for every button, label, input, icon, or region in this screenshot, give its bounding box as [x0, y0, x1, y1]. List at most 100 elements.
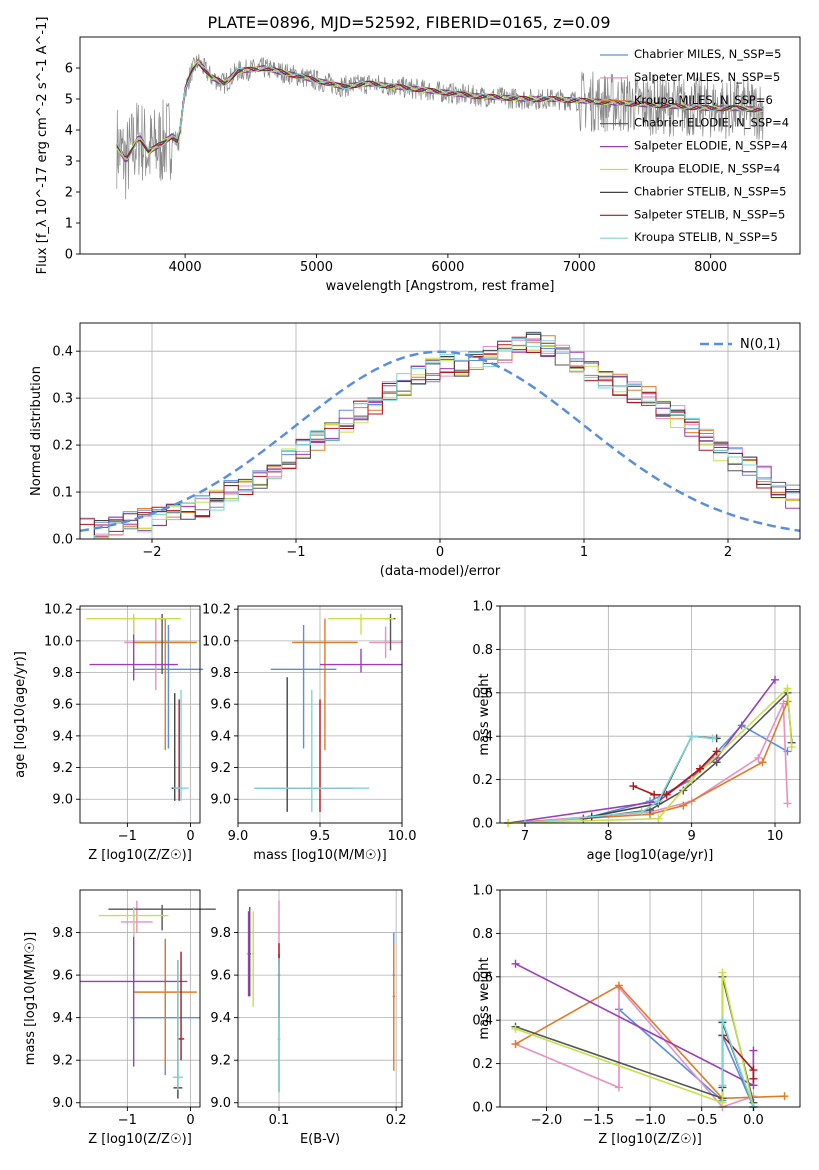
legend-label: Chabrier ELODIE, N_SSP=4 — [634, 116, 789, 130]
weight-marker — [749, 1046, 758, 1055]
y-tick-label: 0.4 — [472, 1014, 493, 1029]
weight-vs-age-xlabel: age [log10(age/yr)] — [587, 848, 714, 863]
weight-marker — [749, 1074, 758, 1083]
y-tick-label: 9.8 — [52, 926, 73, 941]
legend-label: Kroupa STELIB, N_SSP=5 — [634, 230, 778, 244]
y-tick-label: 9.2 — [52, 1054, 73, 1069]
weight-line — [515, 976, 755, 1103]
spectrum-xlabel: wavelength [Angstrom, rest frame] — [326, 279, 555, 294]
x-tick-label: 0 — [436, 545, 444, 560]
weight-marker — [787, 743, 796, 752]
x-tick-label: −1.0 — [634, 1113, 666, 1128]
x-tick-label: 5000 — [300, 260, 333, 275]
x-tick-label: 8000 — [694, 260, 727, 275]
y-tick-label: 0.0 — [472, 1101, 493, 1116]
y-tick-label: 9.0 — [52, 793, 73, 808]
y-tick-label: 9.8 — [210, 666, 231, 681]
weight-vs-Z-xlabel: Z [log10(Z/Z☉)] — [598, 1132, 702, 1147]
y-tick-label: 0.2 — [472, 773, 493, 788]
weight-line — [508, 679, 776, 824]
y-tick-label: 1 — [65, 217, 73, 232]
y-tick-label: 9.8 — [52, 666, 73, 681]
y-tick-label: 9.6 — [52, 969, 73, 984]
chart-title: PLATE=0896, MJD=52592, FIBERID=0165, z=0… — [207, 13, 610, 32]
y-tick-label: 9.4 — [210, 1011, 231, 1026]
weight-marker — [718, 1098, 727, 1107]
data-layer — [79, 53, 801, 1111]
residuals-ylabel: Normed distribution — [29, 366, 44, 496]
weight-marker — [754, 753, 763, 762]
weight-line — [515, 984, 785, 1100]
x-tick-label: 4000 — [169, 260, 202, 275]
weight-marker — [511, 959, 520, 968]
residual-histogram — [80, 336, 800, 532]
weight-marker — [718, 1016, 727, 1025]
y-tick-label: 2 — [65, 186, 73, 201]
weight-marker — [629, 782, 638, 791]
y-tick-label: 4 — [65, 124, 73, 139]
y-tick-label: 9.0 — [52, 1096, 73, 1111]
x-tick-label: 0 — [186, 1113, 194, 1128]
x-tick-label: 0 — [186, 829, 194, 844]
age-vs-Z-frame — [79, 605, 201, 824]
y-tick-label: 9.6 — [210, 969, 231, 984]
y-tick-label: 9.4 — [52, 1011, 73, 1026]
y-tick-label: 9.8 — [210, 926, 231, 941]
y-tick-label: 10.2 — [202, 603, 231, 618]
weight-marker — [687, 732, 696, 741]
weight-marker — [718, 968, 727, 977]
spectrum-ylabel: Flux [f_λ 10^-17 erg cm^-2 s^-1 A^-1] — [35, 17, 50, 275]
y-tick-label: 9.4 — [52, 729, 73, 744]
legend-label: Salpeter ELODIE, N_SSP=4 — [634, 139, 788, 153]
y-tick-label: 10.0 — [44, 634, 73, 649]
y-tick-label: 5 — [65, 93, 73, 108]
weight-marker — [783, 799, 792, 808]
x-tick-label: 0.2 — [386, 1113, 407, 1128]
weight-marker — [718, 1081, 727, 1090]
mass-vs-Z-frame — [79, 889, 201, 1108]
x-tick-label: 9.0 — [228, 829, 249, 844]
x-tick-label: 6000 — [431, 260, 464, 275]
weight-marker — [771, 675, 779, 684]
age-vs-Z-xlabel: Z [log10(Z/Z☉)] — [88, 848, 192, 863]
weight-vs-age-frame — [499, 605, 801, 824]
spectrum-data-trace — [116, 53, 764, 200]
x-tick-label: −2.0 — [531, 1113, 563, 1128]
x-tick-label: −1 — [118, 1113, 137, 1128]
y-tick-label: 0.0 — [52, 533, 73, 548]
y-tick-label: 9.6 — [210, 698, 231, 713]
x-tick-label: −1 — [118, 829, 137, 844]
x-tick-label: 10.0 — [388, 829, 417, 844]
y-tick-label: 9.2 — [52, 761, 73, 776]
x-tick-label: −1.5 — [582, 1113, 614, 1128]
y-tick-label: 1.0 — [472, 884, 493, 899]
x-tick-label: −1 — [286, 545, 305, 560]
spectrum-model-line — [116, 62, 764, 161]
weight-marker — [780, 1092, 789, 1101]
x-tick-label: 1 — [580, 545, 588, 560]
weight-marker — [749, 1066, 758, 1075]
mass-vs-Z-ylabel: mass [log10(M/M☉)] — [23, 932, 38, 1065]
y-tick-label: 10.2 — [44, 603, 73, 618]
weight-vs-Z-ylabel: mass weight — [477, 957, 492, 1039]
legend-label: Salpeter MILES, N_SSP=5 — [634, 70, 780, 84]
weight-marker — [614, 1083, 623, 1092]
x-tick-label: 9.5 — [310, 829, 331, 844]
grid-layer — [80, 323, 800, 1108]
y-tick-label: 9.0 — [210, 793, 231, 808]
x-tick-label: 0.0 — [743, 1113, 764, 1128]
normal-curve — [79, 350, 801, 533]
y-tick-label: 9.6 — [52, 698, 73, 713]
weight-line — [515, 985, 754, 1108]
legend-label: Chabrier MILES, N_SSP=5 — [634, 47, 781, 61]
y-tick-label: 0.0 — [472, 817, 493, 832]
weight-marker — [511, 1024, 520, 1033]
legend-label: Chabrier STELIB, N_SSP=5 — [634, 184, 786, 198]
mass-vs-EBV-frame — [237, 889, 403, 1108]
y-tick-label: 0.1 — [52, 486, 73, 501]
x-tick-label: 7 — [521, 829, 529, 844]
frame-layer — [76, 36, 801, 1111]
weight-marker — [712, 747, 721, 756]
